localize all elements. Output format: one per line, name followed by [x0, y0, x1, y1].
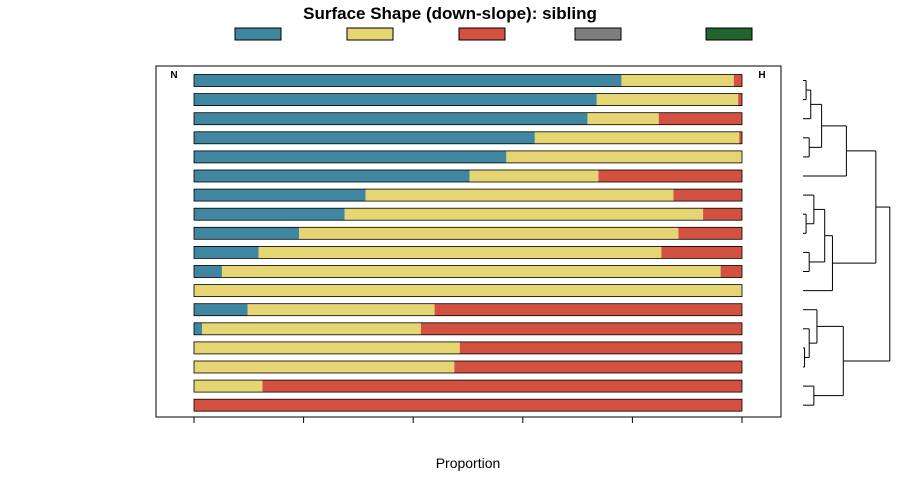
bar-segment-convex: [454, 361, 742, 373]
bar-outline: [193, 398, 743, 412]
bar-outline: [193, 303, 743, 317]
n-column-header: N: [170, 70, 177, 81]
bar-segment-convex: [262, 380, 742, 393]
bar-outline: [193, 74, 743, 87]
bar-outline: [193, 188, 743, 202]
bar-outline: [193, 379, 743, 393]
bar-segment-concave: [194, 131, 535, 144]
bar-segment-linear: [194, 341, 460, 354]
bar-outline: [193, 207, 743, 221]
bar-outline: [193, 284, 743, 298]
bar-segment-convex: [720, 265, 742, 278]
bar-segment-concave: [194, 227, 300, 240]
bar-segment-linear: [247, 303, 435, 316]
bar-segment-linear: [194, 361, 455, 373]
bar-outline: [193, 93, 743, 106]
legend: [234, 27, 753, 41]
bar-segment-concave: [194, 170, 470, 182]
bar-segment-concave: [194, 246, 259, 259]
bar-rows: [193, 74, 743, 412]
bar-segment-linear: [596, 93, 739, 106]
bar-segment-convex: [459, 341, 742, 354]
x-axis: [193, 417, 743, 423]
bar-segment-linear: [506, 150, 742, 163]
bar-segment-concave: [194, 265, 222, 278]
bar-outline: [193, 322, 743, 336]
bar-outline: [193, 226, 743, 240]
bar-outline: [193, 360, 743, 374]
bar-outline: [193, 265, 743, 278]
bar-segment-convex: [738, 93, 742, 106]
bar-outline: [193, 131, 743, 145]
dendrogram: [803, 80, 891, 406]
bar-outline: [193, 169, 743, 183]
bar-outline: [193, 112, 743, 126]
bar-outline: [193, 245, 743, 259]
bar-outline: [193, 341, 743, 355]
bar-segment-linear: [194, 380, 263, 393]
bar-segment-concave: [194, 208, 345, 221]
bar-segment-concave: [194, 189, 366, 202]
bar-segment-linear: [469, 170, 599, 182]
bar-segment-convex: [739, 131, 742, 144]
bar-segment-convex: [733, 74, 742, 87]
plot-frame: [155, 65, 782, 418]
bar-segment-concave: [194, 303, 248, 316]
bar-segment-linear: [202, 322, 421, 335]
bar-segment-convex: [434, 303, 742, 316]
bar-segment-convex: [658, 112, 742, 125]
bar-segment-concave: [194, 112, 588, 125]
bar-segment-linear: [344, 208, 704, 221]
bar-segment-linear: [221, 265, 721, 278]
legend-swatch-undulating: [705, 27, 753, 41]
bar-segment-convex: [703, 208, 742, 221]
bar-segment-concave: [194, 322, 203, 335]
x-axis-title: Proportion: [436, 455, 501, 471]
h-column-header: H: [758, 70, 765, 81]
bar-outline: [193, 150, 743, 164]
bar-segment-concave: [194, 150, 507, 163]
bar-segment-linear: [587, 112, 659, 125]
legend-swatch-complex: [574, 27, 622, 41]
chart-title: Surface Shape (down-slope): sibling: [303, 4, 597, 23]
bar-segment-linear: [365, 189, 674, 202]
legend-swatch-concave: [234, 27, 282, 41]
bar-segment-convex: [598, 170, 742, 182]
bar-segment-linear: [194, 284, 742, 297]
bar-segment-concave: [194, 74, 622, 87]
bar-segment-convex: [420, 322, 742, 335]
bar-segment-convex: [673, 189, 742, 202]
bar-segment-convex: [661, 246, 742, 259]
bar-segment-linear: [258, 246, 662, 259]
bar-segment-concave: [194, 93, 597, 106]
legend-swatch-convex: [458, 27, 506, 41]
legend-swatch-linear: [346, 27, 394, 41]
bar-segment-convex: [678, 227, 742, 240]
bar-segment-linear: [621, 74, 734, 87]
bar-segment-linear: [299, 227, 679, 240]
bar-segment-convex: [194, 399, 742, 412]
bar-segment-linear: [534, 131, 740, 144]
